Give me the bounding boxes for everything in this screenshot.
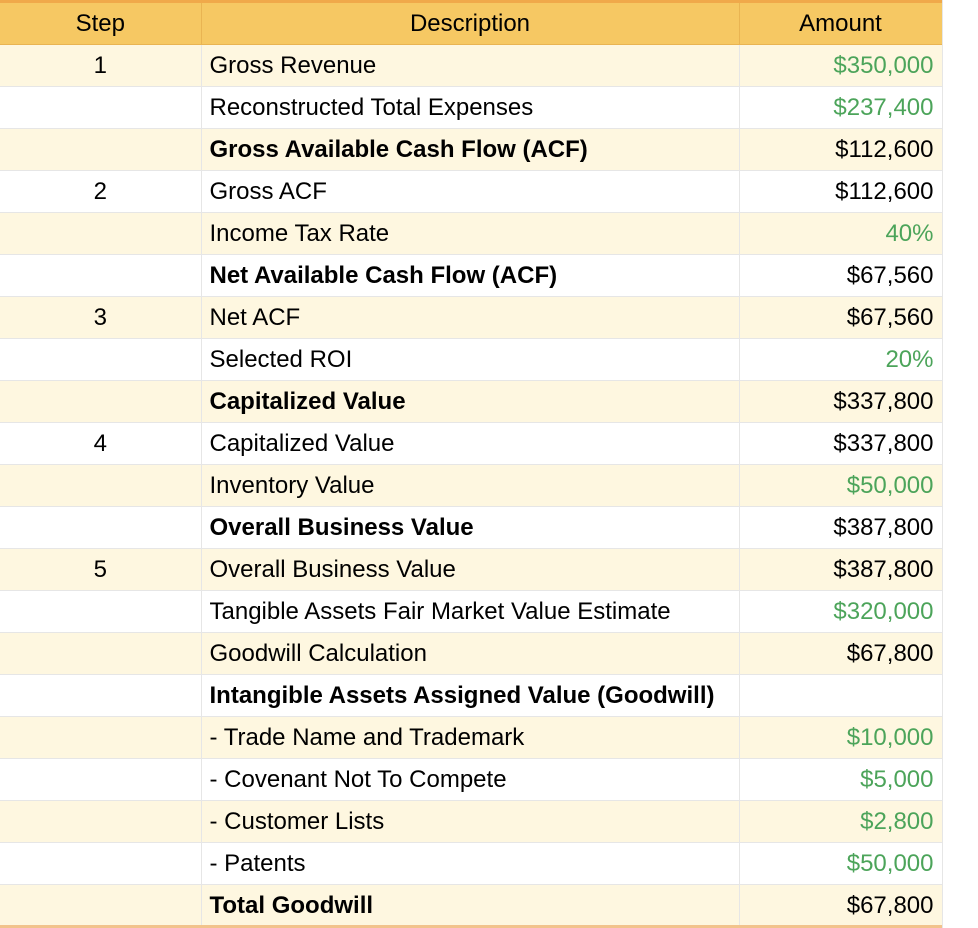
description-cell[interactable]: Overall Business Value: [201, 548, 740, 591]
table-header: Step Description Amount: [0, 3, 943, 45]
table-row: Net Available Cash Flow (ACF) $67,560: [0, 254, 943, 297]
table-row: - Covenant Not To Compete $5,000: [0, 758, 943, 801]
step-cell[interactable]: 1: [0, 44, 202, 87]
step-cell[interactable]: [0, 380, 202, 423]
header-row: Step Description Amount: [0, 3, 943, 45]
step-cell[interactable]: [0, 212, 202, 255]
amount-cell[interactable]: $387,800: [739, 548, 943, 591]
step-cell[interactable]: 2: [0, 170, 202, 213]
table-row: 2 Gross ACF $112,600: [0, 170, 943, 213]
valuation-table: Step Description Amount 1 Gross Revenue $3…: [0, 3, 943, 927]
step-cell[interactable]: [0, 842, 202, 885]
amount-cell[interactable]: [739, 674, 943, 717]
table-row: 3 Net ACF $67,560: [0, 296, 943, 339]
amount-cell[interactable]: $5,000: [739, 758, 943, 801]
header-top-border: [0, 0, 942, 3]
amount-cell[interactable]: $112,600: [739, 128, 943, 171]
description-cell[interactable]: Gross Revenue: [201, 44, 740, 87]
table-row: Income Tax Rate 40%: [0, 212, 943, 255]
table-row: - Trade Name and Trademark $10,000: [0, 716, 943, 759]
table-body: 1 Gross Revenue $350,000 Reconstructed Tota…: [0, 44, 943, 927]
table-row: 5 Overall Business Value $387,800: [0, 548, 943, 591]
amount-cell[interactable]: $10,000: [739, 716, 943, 759]
step-cell[interactable]: [0, 464, 202, 507]
description-cell[interactable]: Overall Business Value: [201, 506, 740, 549]
description-cell[interactable]: Selected ROI: [201, 338, 740, 381]
step-cell[interactable]: [0, 716, 202, 759]
amount-cell[interactable]: $50,000: [739, 464, 943, 507]
step-cell[interactable]: [0, 800, 202, 843]
amount-cell[interactable]: $387,800: [739, 506, 943, 549]
table-row: 4 Capitalized Value $337,800: [0, 422, 943, 465]
description-cell[interactable]: Income Tax Rate: [201, 212, 740, 255]
table-row: Reconstructed Total Expenses $237,400: [0, 86, 943, 129]
amount-cell[interactable]: $67,560: [739, 296, 943, 339]
description-cell[interactable]: Gross ACF: [201, 170, 740, 213]
description-cell[interactable]: - Covenant Not To Compete: [201, 758, 740, 801]
amount-cell[interactable]: $320,000: [739, 590, 943, 633]
table-row: Overall Business Value $387,800: [0, 506, 943, 549]
step-cell[interactable]: [0, 674, 202, 717]
description-cell[interactable]: Intangible Assets Assigned Value (Goodwi…: [201, 674, 740, 717]
description-cell[interactable]: Gross Available Cash Flow (ACF): [201, 128, 740, 171]
description-cell[interactable]: Reconstructed Total Expenses: [201, 86, 740, 129]
table-row: Goodwill Calculation $67,800: [0, 632, 943, 675]
header-step[interactable]: Step: [0, 3, 202, 45]
amount-cell[interactable]: $2,800: [739, 800, 943, 843]
table-row: - Patents $50,000: [0, 842, 943, 885]
table-row: Inventory Value $50,000: [0, 464, 943, 507]
description-cell[interactable]: Tangible Assets Fair Market Value Estima…: [201, 590, 740, 633]
description-cell[interactable]: - Trade Name and Trademark: [201, 716, 740, 759]
description-cell[interactable]: - Customer Lists: [201, 800, 740, 843]
header-description[interactable]: Description: [201, 3, 740, 45]
step-cell[interactable]: [0, 86, 202, 129]
step-cell[interactable]: [0, 338, 202, 381]
step-cell[interactable]: [0, 632, 202, 675]
description-cell[interactable]: Capitalized Value: [201, 380, 740, 423]
step-cell[interactable]: [0, 758, 202, 801]
amount-cell[interactable]: $67,560: [739, 254, 943, 297]
table-row: - Customer Lists $2,800: [0, 800, 943, 843]
step-cell[interactable]: [0, 884, 202, 927]
amount-cell[interactable]: $50,000: [739, 842, 943, 885]
table-bottom-border: [0, 925, 942, 928]
amount-cell[interactable]: $337,800: [739, 422, 943, 465]
description-cell[interactable]: Goodwill Calculation: [201, 632, 740, 675]
table-row: Gross Available Cash Flow (ACF) $112,600: [0, 128, 943, 171]
amount-cell[interactable]: 20%: [739, 338, 943, 381]
step-cell[interactable]: 4: [0, 422, 202, 465]
amount-cell[interactable]: 40%: [739, 212, 943, 255]
amount-cell[interactable]: $350,000: [739, 44, 943, 87]
table-row: Tangible Assets Fair Market Value Estima…: [0, 590, 943, 633]
step-cell[interactable]: [0, 254, 202, 297]
amount-cell[interactable]: $237,400: [739, 86, 943, 129]
step-cell[interactable]: 5: [0, 548, 202, 591]
table-row: 1 Gross Revenue $350,000: [0, 44, 943, 87]
description-cell[interactable]: Total Goodwill: [201, 884, 740, 927]
step-cell[interactable]: 3: [0, 296, 202, 339]
table-row: Selected ROI 20%: [0, 338, 943, 381]
adjacent-empty-column[interactable]: [942, 0, 978, 928]
table-row: Intangible Assets Assigned Value (Goodwi…: [0, 674, 943, 717]
description-cell[interactable]: Net Available Cash Flow (ACF): [201, 254, 740, 297]
amount-cell[interactable]: $112,600: [739, 170, 943, 213]
description-cell[interactable]: Inventory Value: [201, 464, 740, 507]
table-row: Total Goodwill $67,800: [0, 884, 943, 927]
table-row: Capitalized Value $337,800: [0, 380, 943, 423]
step-cell[interactable]: [0, 590, 202, 633]
step-cell[interactable]: [0, 506, 202, 549]
description-cell[interactable]: Net ACF: [201, 296, 740, 339]
amount-cell[interactable]: $67,800: [739, 632, 943, 675]
amount-cell[interactable]: $67,800: [739, 884, 943, 927]
description-cell[interactable]: Capitalized Value: [201, 422, 740, 465]
description-cell[interactable]: - Patents: [201, 842, 740, 885]
amount-cell[interactable]: $337,800: [739, 380, 943, 423]
header-amount[interactable]: Amount: [739, 3, 943, 45]
step-cell[interactable]: [0, 128, 202, 171]
